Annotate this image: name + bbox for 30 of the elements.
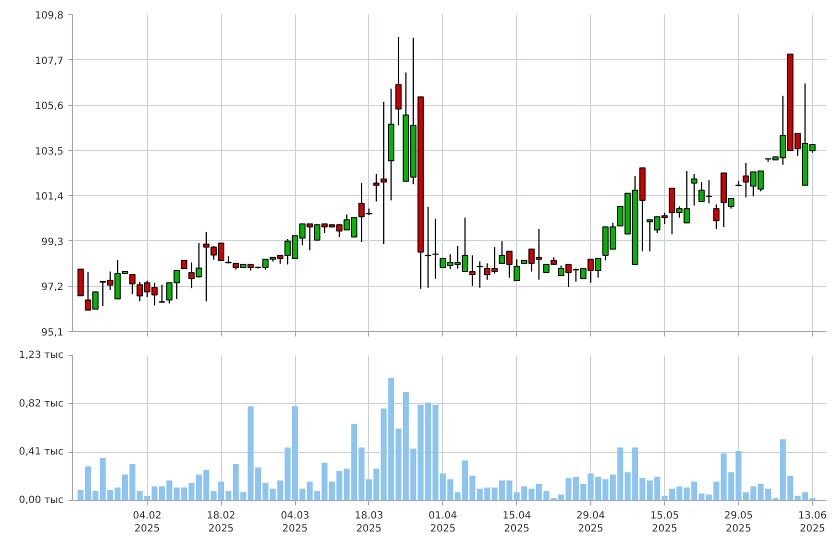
candlestick — [691, 173, 698, 206]
y-tick-label: 0,82 тыс — [18, 398, 64, 410]
y-tick-label: 109,8 — [34, 10, 64, 22]
x-tick-label: 15.05 2025 — [650, 510, 679, 535]
y-tick-label: 97,2 — [41, 282, 64, 294]
y-tick-label: 1,23 тыс — [18, 350, 64, 361]
y-tick-label: 99,3 — [41, 236, 64, 248]
x-tick-label: 04.02 2025 — [132, 510, 162, 535]
y-tick-label: 101,4 — [34, 192, 64, 203]
y-tick-label: 105,6 — [34, 101, 64, 112]
candlestick — [713, 204, 720, 230]
y-tick-label: 0,00 тыс — [18, 495, 64, 506]
x-tick-label: 04.03 2025 — [280, 510, 310, 535]
y-tick-label: 95,1 — [41, 328, 64, 338]
x-tick-label: 18.02 2025 — [206, 510, 236, 535]
y-tick-label: 107,7 — [34, 56, 64, 67]
x-tick-label: 15.04 2025 — [502, 510, 532, 535]
candlestick — [514, 258, 520, 282]
candlestick — [380, 101, 387, 245]
candlestick — [129, 274, 136, 295]
x-tick-label: 13.06 2025 — [798, 510, 827, 535]
x-tick-label: 18.03 2025 — [354, 510, 384, 535]
x-tick-label: 29.05 2025 — [724, 510, 753, 535]
x-tick-label: 01.04 2025 — [428, 510, 458, 535]
x-tick-label: 29.04 2025 — [576, 510, 606, 535]
candlestick — [373, 173, 380, 202]
y-tick-label: 0,41 тыс — [18, 446, 64, 458]
candlestick — [158, 284, 166, 304]
y-tick-label: 103,5 — [34, 146, 64, 158]
candlestick — [432, 218, 439, 280]
